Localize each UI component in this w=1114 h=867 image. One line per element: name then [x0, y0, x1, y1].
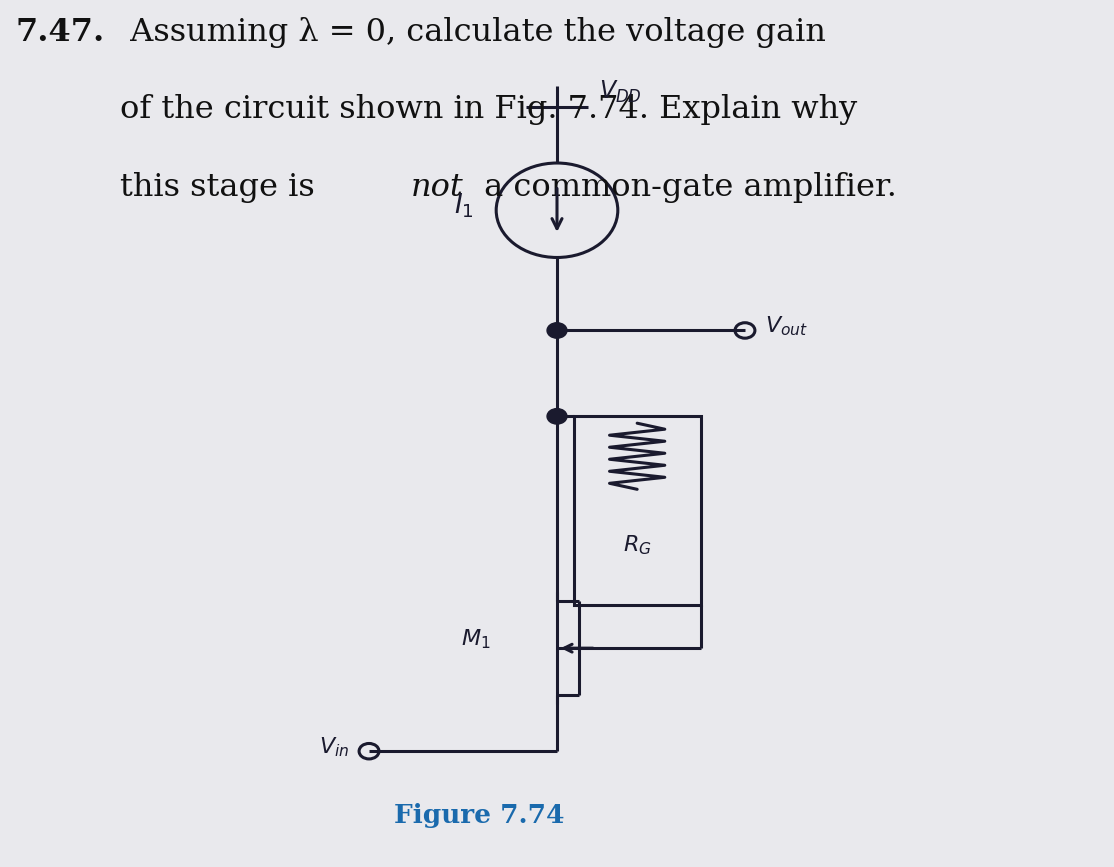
Text: $V_{out}$: $V_{out}$	[765, 315, 808, 338]
Bar	[574, 416, 701, 605]
Text: a common-gate amplifier.: a common-gate amplifier.	[475, 172, 897, 203]
Text: $V_{in}$: $V_{in}$	[319, 735, 349, 759]
Text: $I_1$: $I_1$	[455, 192, 475, 220]
Text: Figure 7.74: Figure 7.74	[394, 803, 565, 828]
Text: Assuming λ = 0, calculate the voltage gain: Assuming λ = 0, calculate the voltage ga…	[120, 17, 827, 48]
Text: $R_G$: $R_G$	[623, 533, 652, 557]
Text: this stage is: this stage is	[120, 172, 325, 203]
Circle shape	[547, 323, 567, 338]
Text: $V_{DD}$: $V_{DD}$	[599, 79, 642, 105]
Text: not: not	[411, 172, 463, 203]
Text: 7.47.: 7.47.	[16, 17, 105, 48]
Text: $M_1$: $M_1$	[461, 628, 490, 651]
Text: of the circuit shown in Fig. 7.74. Explain why: of the circuit shown in Fig. 7.74. Expla…	[120, 95, 858, 126]
Circle shape	[547, 408, 567, 424]
